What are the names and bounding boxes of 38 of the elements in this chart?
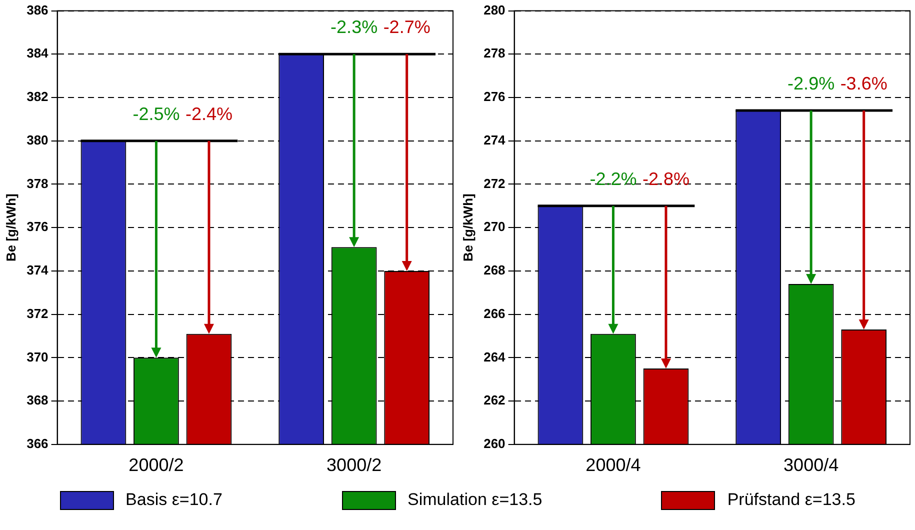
- y-tick-label: 372: [26, 306, 48, 321]
- y-tick-label: 370: [26, 349, 48, 364]
- y-tick-label: 374: [26, 262, 50, 278]
- x-tick-label: 2000/2: [128, 455, 184, 476]
- y-tick-label: 368: [26, 392, 48, 408]
- y-axis-title: Be [g/kWh]: [460, 194, 476, 262]
- x-tick-label: 2000/4: [586, 455, 641, 476]
- y-tick-label: 274: [484, 132, 506, 148]
- annotation: -2.4%: [185, 104, 232, 124]
- y-tick-label: 260: [484, 436, 506, 451]
- x-tick-label: 3000/4: [784, 455, 839, 476]
- y-tick-label: 272: [484, 176, 506, 191]
- y-tick-label: 262: [484, 392, 506, 408]
- y-tick-label: 264: [484, 349, 506, 364]
- annotation: -3.6%: [840, 73, 888, 94]
- annotation: -2.3%: [330, 17, 378, 38]
- y-tick-label: 268: [484, 262, 506, 278]
- y-tick-label: 276: [484, 89, 506, 104]
- y-tick-label: 380: [26, 132, 48, 148]
- y-axis-title: Be [g/kWh]: [3, 194, 18, 262]
- y-tick-label: 278: [484, 46, 506, 61]
- y-tick-label: 384: [26, 46, 50, 61]
- y-tick-label: 382: [26, 89, 48, 104]
- annotation: -2.5%: [132, 104, 180, 124]
- annotation: -2.7%: [383, 17, 430, 38]
- annotation: -2.2%: [590, 168, 637, 189]
- x-tick-label: 3000/2: [326, 455, 382, 476]
- y-tick-label: 376: [26, 219, 48, 234]
- y-tick-label: 386: [26, 2, 48, 18]
- legend-label: Prüfstand ε=13.5: [727, 490, 856, 510]
- y-tick-label: 280: [484, 2, 506, 18]
- y-tick-label: 378: [26, 176, 48, 191]
- y-tick-label: 366: [26, 436, 48, 451]
- legend-label: Basis ε=10.7: [126, 490, 222, 510]
- y-tick-label: 270: [484, 219, 506, 234]
- annotation: -2.9%: [788, 73, 835, 94]
- y-tick-label: 266: [484, 306, 506, 321]
- legend-label: Simulation ε=13.5: [408, 490, 542, 510]
